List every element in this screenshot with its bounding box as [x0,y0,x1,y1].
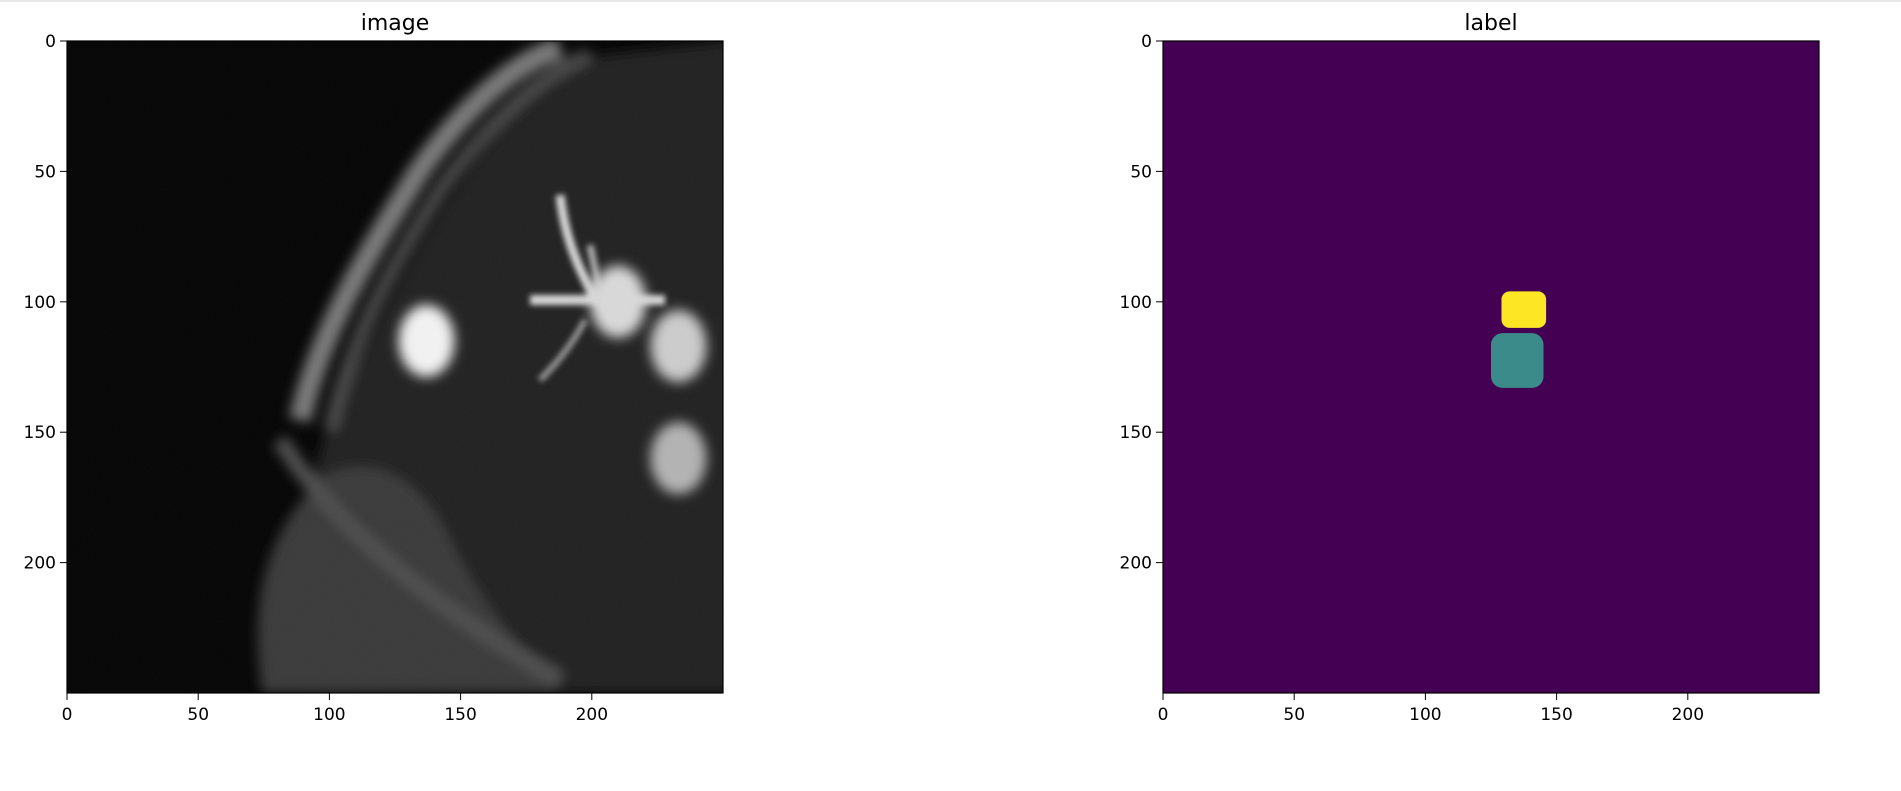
y-tick-label: 150 [24,423,56,443]
y-tick-label: 200 [1120,554,1152,574]
x-tick-label: 100 [313,705,345,725]
image-noise [67,41,723,693]
x-tick-label: 200 [1672,705,1704,725]
top-border [0,0,1901,2]
y-tick-label: 50 [34,162,56,182]
x-tick-label: 50 [1283,705,1305,725]
chart-title: label [1464,11,1517,36]
y-tick-label: 0 [1141,32,1152,52]
y-tick-label: 150 [1120,423,1152,443]
label-region-2 [1501,291,1547,328]
x-tick-label: 150 [444,705,476,725]
label-panel: label 0 50 100 150 200 0 50 100 150 200 [1120,11,1820,725]
image-panel: image 0 50 100 150 200 0 50 100 150 200 [24,11,724,725]
x-tick-label: 100 [1409,705,1441,725]
x-tick-label: 50 [187,705,209,725]
x-tick-label: 150 [1540,705,1572,725]
y-tick-label: 0 [45,32,56,52]
x-tick-label: 200 [576,705,608,725]
x-tick-label: 0 [1158,705,1169,725]
y-tick-label: 50 [1130,162,1152,182]
y-tick-label: 100 [24,293,56,313]
label-raster [1163,41,1819,693]
axes-frame [1162,40,1820,694]
image-raster [67,41,723,693]
x-tick-label: 0 [62,705,73,725]
chart-title: image [361,11,430,36]
y-tick-label: 100 [1120,293,1152,313]
label-region-1 [1491,333,1544,388]
axes-frame [66,40,724,694]
y-tick-label: 200 [24,554,56,574]
